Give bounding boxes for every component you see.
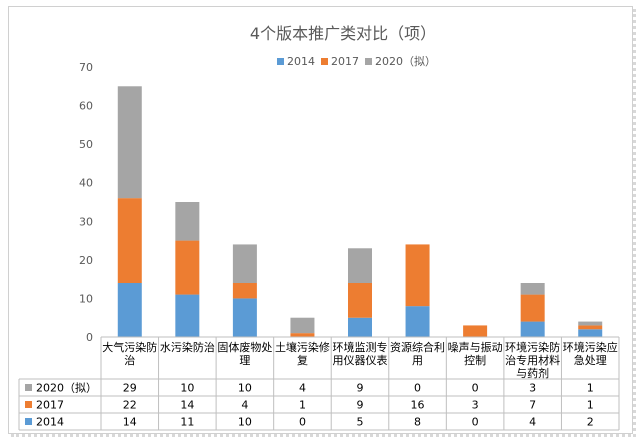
table-cell-value: 4 xyxy=(299,382,306,395)
table-cell-value: 16 xyxy=(411,399,425,412)
category-label: 用仪器仪表 xyxy=(333,353,388,367)
y-tick-label: 20 xyxy=(79,254,93,267)
chart-frame: 4个版本推广类对比（项） 2014 2017 2020（拟） 0 10 20 30 40 50… xyxy=(8,6,636,437)
category-label: 大气污染防 xyxy=(102,340,157,354)
bar-segment xyxy=(232,298,257,337)
category-label: 环境污染应 xyxy=(563,340,618,354)
y-tick-label: 0 xyxy=(86,331,93,344)
table-series-name: 2020（拟） xyxy=(36,381,97,395)
table-cell-value: 0 xyxy=(414,382,421,395)
bar-segment xyxy=(463,325,488,337)
table-series-name: 2014 xyxy=(36,416,64,429)
category-label: 水污染防治 xyxy=(160,340,215,354)
bar-segment xyxy=(117,198,142,283)
y-tick-label: 70 xyxy=(79,61,93,74)
table-cell-value: 3 xyxy=(529,382,536,395)
bar-segment xyxy=(520,283,545,295)
bar-segment xyxy=(405,244,430,307)
table-cell-value: 14 xyxy=(123,416,137,429)
table-cell-value: 10 xyxy=(238,416,252,429)
bar-segment xyxy=(578,325,603,330)
legend-label: 2014 xyxy=(287,55,315,68)
bar-segment xyxy=(175,202,200,241)
bars xyxy=(117,86,603,337)
legend-swatch xyxy=(277,58,284,65)
table-cell-value: 7 xyxy=(529,399,536,412)
category-label: 资源综合利 xyxy=(390,340,445,354)
legend: 2014 2017 2020（拟） xyxy=(277,54,436,68)
bar-segment xyxy=(520,321,545,337)
bar-segment xyxy=(117,283,142,337)
table-cell-value: 22 xyxy=(123,399,137,412)
legend-swatch xyxy=(365,58,372,65)
y-tick-label: 30 xyxy=(79,215,93,228)
category-label: 噪声与振动 xyxy=(448,340,503,354)
y-axis: 0 10 20 30 40 50 60 70 xyxy=(79,61,93,344)
table-series-key xyxy=(25,401,32,408)
table-cell-value: 29 xyxy=(123,382,137,395)
bar-segment xyxy=(348,317,372,337)
stacked-bar-chart: 4个版本推广类对比（项） 2014 2017 2020（拟） 01020304050… xyxy=(18,24,620,431)
table-cell-value: 8 xyxy=(414,416,421,429)
table-cell-value: 1 xyxy=(299,399,306,412)
category-label: 急处理 xyxy=(574,353,607,367)
table-cell-value: 1 xyxy=(587,382,594,395)
table-cell-value: 4 xyxy=(241,399,248,412)
bar-segment xyxy=(290,317,315,334)
table-cell-value: 0 xyxy=(472,382,479,395)
bar-segment xyxy=(175,294,200,337)
table-cell-value: 0 xyxy=(299,416,306,429)
bar-segment xyxy=(175,240,200,295)
bar-segment xyxy=(290,333,315,337)
y-tick-label: 50 xyxy=(79,138,93,151)
bar-segment xyxy=(520,294,545,322)
bar-segment xyxy=(578,329,603,337)
table-cell-value: 4 xyxy=(529,416,536,429)
table-series-key xyxy=(25,384,32,391)
chart-title: 4个版本推广类对比（项） xyxy=(250,24,436,43)
table-cell-value: 0 xyxy=(472,416,479,429)
table-cell-value: 11 xyxy=(180,416,194,429)
category-label: 固体废物处 xyxy=(217,340,272,354)
category-label: 环境污染防 xyxy=(505,340,560,354)
table-cell-value: 1 xyxy=(587,399,594,412)
bar-segment xyxy=(578,321,603,326)
category-label: 控制 xyxy=(464,353,486,367)
category-label: 土壤污染修 xyxy=(275,340,330,354)
table-cell-value: 14 xyxy=(180,399,194,412)
bar-segment xyxy=(348,248,372,283)
category-label: 用 xyxy=(412,354,423,367)
table-cell-value: 9 xyxy=(357,382,364,395)
category-label: 治 xyxy=(124,353,135,367)
y-tick-label: 10 xyxy=(79,292,93,305)
bar-segment xyxy=(348,283,372,318)
category-label: 复 xyxy=(297,353,308,367)
category-label: 理 xyxy=(239,354,250,367)
bar-segment xyxy=(232,283,257,299)
table-series-name: 2017 xyxy=(36,399,64,412)
table-cell-value: 10 xyxy=(238,382,252,395)
y-tick-label: 60 xyxy=(79,100,93,113)
category-label: 与药剂 xyxy=(516,366,549,380)
bar-segment xyxy=(405,306,430,337)
legend-label: 2017 xyxy=(331,55,359,68)
table-cell-value: 10 xyxy=(180,382,194,395)
y-tick-label: 40 xyxy=(79,177,93,190)
table-cell-value: 5 xyxy=(357,416,364,429)
table-series-key xyxy=(25,418,32,425)
category-label: 治专用材料 xyxy=(505,353,560,367)
table-cell-value: 9 xyxy=(357,399,364,412)
legend-label: 2020（拟） xyxy=(375,54,436,68)
legend-swatch xyxy=(321,58,328,65)
category-label: 环境监测专 xyxy=(333,340,388,354)
table-cell-value: 2 xyxy=(587,416,594,429)
bar-segment xyxy=(117,86,142,199)
table-cell-value: 3 xyxy=(472,399,479,412)
bar-segment xyxy=(232,244,257,283)
